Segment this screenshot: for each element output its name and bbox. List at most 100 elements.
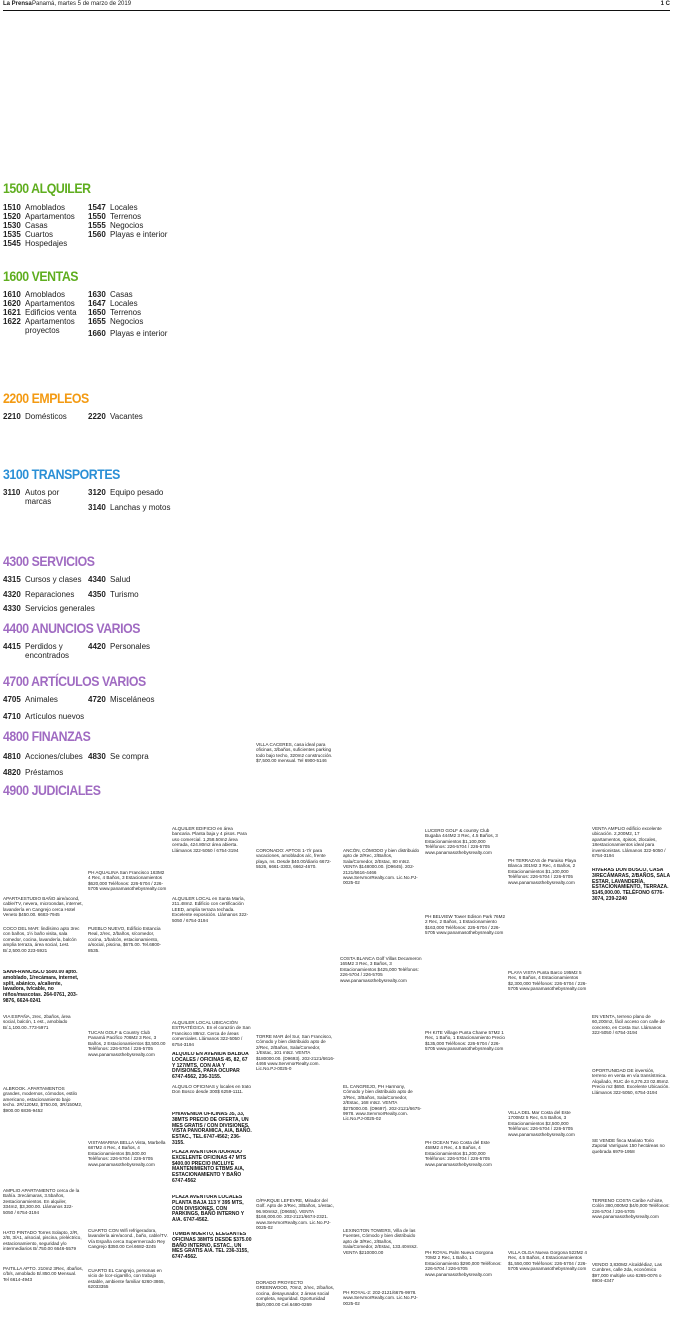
classified-ad: COCO DEL MAR: lindísimo apto 3rec con ba…: [3, 926, 80, 953]
classified-ad: ALQUILO EN AVENIDA BALBOA LOCALES / OFIC…: [172, 1052, 249, 1081]
index-list-alquiler-col1: 1510 Amoblados 1520 Apartamentos 1530 Casas…: [3, 203, 75, 248]
index-item: 1660 Playas e interior: [88, 329, 168, 338]
index-item: 4350 Turismo: [88, 590, 139, 599]
index-item: 2210 Domésticos: [3, 412, 67, 421]
classified-ad: PH ROYAL Palm Nueva Gorgona 70M2 2 Rec, …: [425, 1250, 502, 1277]
classified-ad: ALQUILER LOCAL en Santa María, 211.48m2.…: [172, 896, 249, 923]
classified-ad: PH AQUALINA San Francisco 163M2 4 Rec, 4…: [88, 870, 167, 892]
page-number: 1 C: [660, 1, 670, 7]
index-item: 4330 Servicios generales: [3, 604, 95, 613]
index-item: 4720 Misceláneos: [88, 695, 155, 704]
classified-ad: PH OCEAN Two Costa del Este 458M2 4 Rec,…: [425, 1140, 492, 1167]
index-list-ventas-col1: 1610 Amoblados 1620 Apartamentos 1621 Edifi…: [3, 290, 77, 335]
index-item: 1535 Cuartos: [3, 230, 54, 239]
index-item: 1630 Casas: [88, 290, 133, 299]
classified-ad: VIA ESPAÑA, 2rec, 2baños, área social, b…: [3, 1014, 71, 1030]
publication-name: La Prensa: [3, 1, 32, 7]
section-title-ventas: 1600 VENTAS: [3, 268, 79, 284]
section-title-servicios: 4300 SERVICIOS: [3, 553, 95, 569]
section-title-judiciales: 4900 JUDICIALES: [3, 782, 101, 798]
classified-ad: VILLA CACERES, casa ideal para oficinas,…: [256, 742, 333, 764]
classified-ad: VILLA OLGA Nueva Gorgona 522M2 4 Rec, 4.…: [508, 1250, 587, 1272]
classified-ad: TORRE MAR del Sur, San Francisco, Cómodo…: [256, 1034, 335, 1072]
classified-ad: APARTAESTUDIO BAÑO aire/acond, cable/TV,…: [3, 896, 83, 918]
classified-ad: COSTA BLANCA Golf Villas Decameron 165M2…: [340, 956, 422, 983]
index-item: 1650 Terrenos: [88, 308, 142, 317]
classified-ad: CUARTO CON Wifi refrigeradora, lavanderí…: [88, 1228, 168, 1250]
index-item: 1620 Apartamentos: [3, 299, 75, 308]
index-item: 3110 Autos por marcas: [3, 488, 60, 506]
section-title-articulos: 4700 ARTÍCULOS VARIOS: [3, 673, 146, 689]
index-item: 3120 Equipo pesado: [88, 488, 164, 497]
classified-ad: AMPLIO APARTAMENTO cerca de la Bahía. 3r…: [3, 1188, 80, 1215]
classified-ad: ALQUILO OFICINAS y locales en trato Don …: [172, 1084, 251, 1095]
page-header: La Prensa Panamá, martes 5 de marzo de 2…: [3, 1, 670, 12]
classified-ad: RIVERAS DON BOSCO, CASA 3/RECÁMARAS, 2/B…: [592, 868, 670, 902]
index-item: 1550 Terrenos: [88, 212, 142, 221]
index-item: 2220 Vacantes: [88, 412, 143, 421]
classified-ad: SAN/FRANCISCO $500.00 apto. amoblado, 1/…: [3, 970, 79, 1004]
index-item: 4315 Cursos y clases: [3, 575, 82, 584]
index-item: 1545 Hospedajes: [3, 239, 68, 248]
classified-ad: PLAYA VISTA Punta Barco 195M2 5 Rec, 6 B…: [508, 970, 587, 992]
classified-ad: TUCAN GOLF & Country Club Panamá Pacific…: [88, 1030, 166, 1057]
index-item: 1622 Apartamentos proyectos: [3, 317, 75, 335]
publication-date: Panamá, martes 5 de marzo de 2019: [32, 1, 132, 7]
index-list-ventas-col2: 1630 Casas 1647 Locales 1650 Terrenos 1655 N…: [88, 290, 167, 338]
index-item: 4830 Se compra: [88, 752, 149, 761]
index-item: 4710 Artículos nuevos: [3, 712, 85, 721]
index-item: 4810 Acciones/clubes: [3, 752, 83, 761]
classified-ad: PH TERRAZAS de Paraiso Playa Blanca 301M…: [508, 858, 577, 885]
classified-ad: TERRENO COSTA Caribe Achiote, Colón 380,…: [592, 1198, 670, 1220]
index-item: 1655 Negocios: [88, 317, 144, 326]
classified-ad: VENDO 3,830M2 Alcaldédiaz, Las Cumbres, …: [592, 1262, 662, 1284]
index-item: 4415 Perdidos y encontrados: [3, 642, 70, 660]
classified-ad: PLAZA AVENTURA /DORADO EXCELENTE OFICINA…: [172, 1150, 247, 1184]
index-list-alquiler-col2: 1547 Locales 1550 Terrenos 1555 Negocios 15…: [88, 203, 167, 239]
classified-ad: OPORTUNIDAD DE inversión, terreno en ven…: [592, 1068, 670, 1095]
classified-ad: ANCÓN, CÓMODO y bien distribuido apto de…: [343, 848, 420, 886]
classified-ad: PLAZA AVENTURA LOCALES PLANTA BAJA 113 Y…: [172, 1195, 244, 1224]
section-title-transportes: 3100 TRANSPORTES: [3, 466, 120, 482]
index-item: 1560 Playas e interior: [88, 230, 168, 239]
classified-ad: PAITILLA APTO. 210m2 3Rec, 4baños, c/b/s…: [3, 1266, 83, 1282]
classified-ad: O/PARQUE LEFEVRE, Mirador del Golf. Apto…: [256, 1198, 334, 1231]
index-item: 1520 Apartamentos: [3, 212, 75, 221]
classified-ad: CUARTO EL Cangrejo, personas en vicio de…: [88, 1268, 165, 1290]
index-item: 1647 Locales: [88, 299, 138, 308]
classified-ad: LUCERO GOLF & country Club Bugaba 444M2 …: [425, 828, 498, 855]
classified-ad: LEXINGTON TOWERS, Villa de las Fuentes, …: [343, 1228, 418, 1255]
classified-ad: ALBROOK. APARTAMENTOS grandes, modernos,…: [3, 1086, 83, 1113]
classified-ad: TUMBA MUERTO, ELEGANTES OFICINAS 38MTS D…: [172, 1232, 252, 1261]
index-item: 1547 Locales: [88, 203, 138, 212]
classified-ad: PUEBLO NUEVO, Edificio Estancia Real, 2/…: [88, 926, 161, 953]
classified-ad: VILLA DEL Mar Costa del Este 1700M2 5 Re…: [508, 1110, 575, 1137]
index-item: 1621 Edificios venta: [3, 308, 77, 317]
section-title-finanzas: 4800 FINANZAS: [3, 728, 91, 744]
classified-ad: VISTAMARINA BELLA Vista, Marbella 687M2 …: [88, 1140, 166, 1167]
index-item: 1555 Negocios: [88, 221, 144, 230]
classified-ad: VENTA AMPLIO edificio excelente ubicació…: [592, 826, 666, 859]
classified-ad: ALQUILER EDIFICIO en área bancaria. Plan…: [172, 826, 247, 853]
classified-ad: CORONADO: APTOS 1-7/r para vacaciones, a…: [256, 848, 332, 870]
classified-ad: SE VENDE finca Mariato Torio Zapotal Var…: [592, 1138, 665, 1154]
classified-ad: HATO PINTADO Torres Solapto, 2/R, 2/B, 3…: [3, 1230, 82, 1252]
index-item: 4705 Animales: [3, 695, 58, 704]
index-item: 1510 Amoblados: [3, 203, 66, 212]
classified-ad: ALQUILER LOCAL UBICACIÓN ESTRATÉGICA. En…: [172, 1020, 251, 1047]
index-item: 4340 Salud: [88, 575, 131, 584]
index-item: 4420 Personales: [88, 642, 151, 651]
header-rule: [3, 10, 670, 11]
classified-ad: PH KITE Village Punta Chame 57M2 1 Rec, …: [425, 1030, 505, 1052]
classified-ad: DORADO PROYECTO GREENWOOD, 70m2, 2/rec, …: [256, 1280, 335, 1307]
index-item: 1610 Amoblados: [3, 290, 66, 299]
index-item: 4320 Reparaciones: [3, 590, 75, 599]
index-item: 1530 Casas: [3, 221, 48, 230]
classified-ad: PH BELVIEW Tower Edison Park 76M2 2 Rec,…: [425, 914, 505, 936]
classified-ad: PH/AVENIDA OFICINAS 35, 33, 38MTS PRECIO…: [172, 1112, 252, 1146]
section-title-alquiler: 1500 ALQUILER: [3, 180, 91, 196]
section-title-anuncios: 4400 ANUNCIOS VARIOS: [3, 620, 141, 636]
classified-ad: EL CANGREJO, PH Harmony, Cómodo y bien d…: [343, 1084, 422, 1122]
index-item: 3140 Lanchas y motos: [88, 503, 171, 512]
index-item: 4820 Préstamos: [3, 768, 64, 777]
